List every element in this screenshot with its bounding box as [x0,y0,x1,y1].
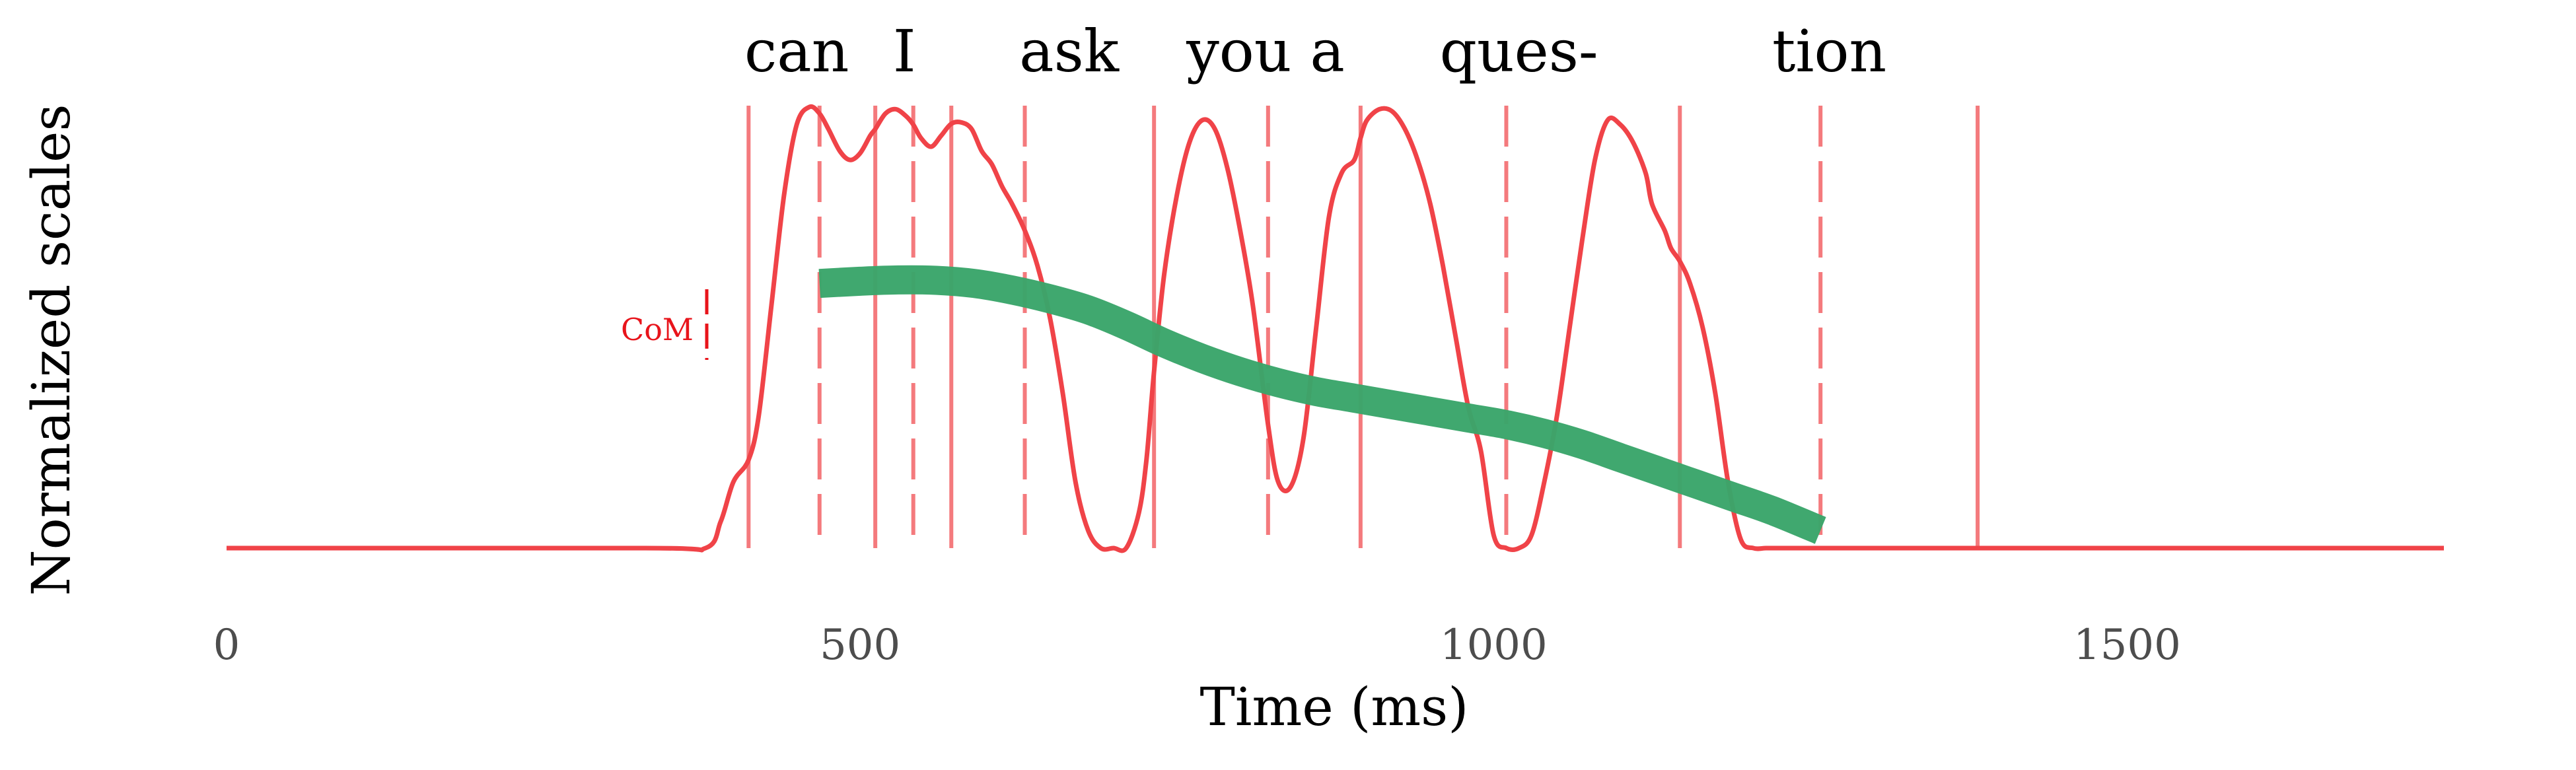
trend-layer [818,265,1826,544]
envelope-layer [227,104,2444,553]
word-label: you a [1186,17,1345,85]
x-tick-labels: 0 500 1000 1500 [213,621,2181,670]
boundary-lines [746,106,1980,548]
word-label: tion [1772,17,1886,85]
envelope-line [227,104,2444,553]
x-tick-label: 1500 [2073,621,2181,670]
x-tick-label: 0 [213,621,240,670]
word-label: I [893,17,916,85]
x-axis-title: Time (ms) [1200,676,1469,738]
x-tick-label: 500 [820,621,900,670]
com-indicator: CoM [621,289,709,360]
x-tick-label: 1000 [1440,621,1548,670]
word-label: ques- [1440,17,1598,85]
word-label: ask [1019,17,1120,85]
y-axis-title: Normalized scales [20,104,82,596]
com-label: CoM [621,312,694,347]
trend-line [818,265,1826,544]
word-label: can [744,17,849,85]
